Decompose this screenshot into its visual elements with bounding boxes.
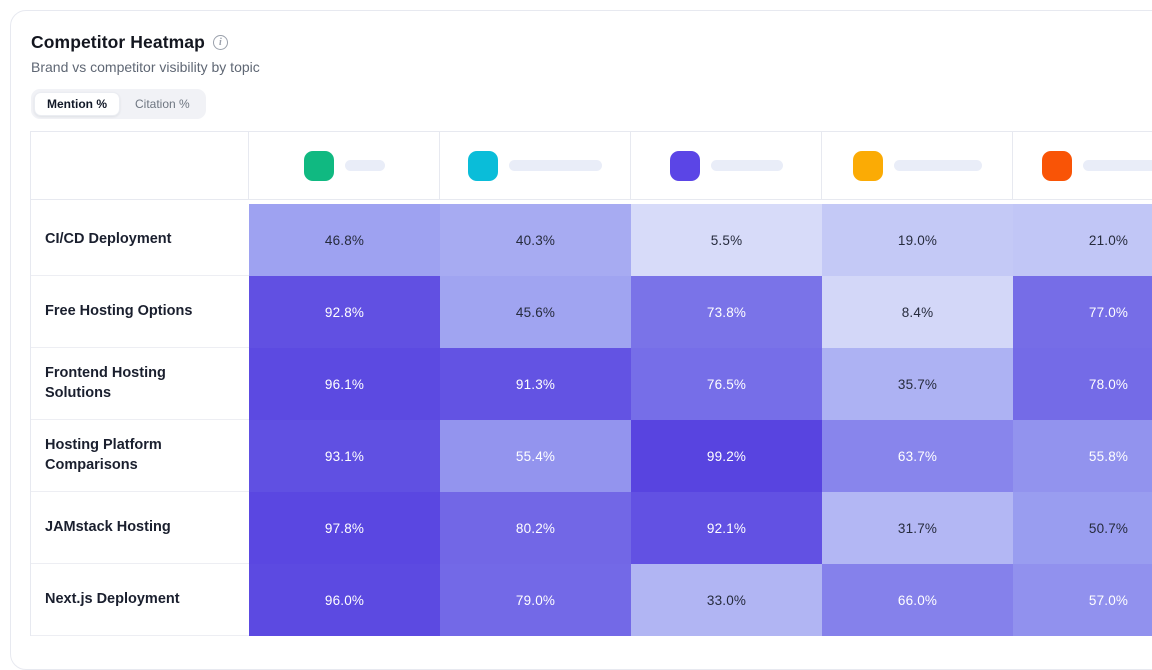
heatmap-cell[interactable]: 79.0% — [440, 564, 631, 636]
card-subtitle: Brand vs competitor visibility by topic — [31, 59, 1152, 75]
heatmap-cell[interactable]: 92.1% — [631, 492, 822, 564]
heatmap-cell[interactable]: 55.4% — [440, 420, 631, 492]
heatmap-corner-cell — [31, 132, 249, 200]
competitor-column-header — [249, 132, 440, 200]
heatmap-cell[interactable]: 92.8% — [249, 276, 440, 348]
heatmap-cell[interactable]: 80.2% — [440, 492, 631, 564]
heatmap-cell[interactable]: 19.0% — [822, 204, 1013, 276]
heatmap-cell[interactable]: 96.0% — [249, 564, 440, 636]
competitor-name-placeholder — [1083, 160, 1152, 171]
competitor-logo-chip — [468, 151, 498, 181]
heatmap-cell[interactable]: 96.1% — [249, 348, 440, 420]
heatmap-cell[interactable]: 63.7% — [822, 420, 1013, 492]
competitor-column-header — [631, 132, 822, 200]
competitor-name-placeholder — [345, 160, 385, 171]
competitor-logo-chip — [1042, 151, 1072, 181]
heatmap-cell[interactable]: 91.3% — [440, 348, 631, 420]
heatmap-cell[interactable]: 73.8% — [631, 276, 822, 348]
competitor-name-placeholder — [509, 160, 602, 171]
heatmap-cell[interactable]: 40.3% — [440, 204, 631, 276]
competitor-column-header — [822, 132, 1013, 200]
heatmap-cell[interactable]: 21.0% — [1013, 204, 1152, 276]
competitor-name-placeholder — [894, 160, 982, 171]
topic-label: Free Hosting Options — [31, 276, 249, 348]
heatmap-cell[interactable]: 35.7% — [822, 348, 1013, 420]
heatmap-cell[interactable]: 55.8% — [1013, 420, 1152, 492]
heatmap-cell[interactable]: 8.4% — [822, 276, 1013, 348]
info-icon[interactable]: i — [213, 35, 228, 50]
heatmap-cell[interactable]: 5.5% — [631, 204, 822, 276]
heatmap-cell[interactable]: 57.0% — [1013, 564, 1152, 636]
heatmap-cell[interactable]: 45.6% — [440, 276, 631, 348]
topic-label: CI/CD Deployment — [31, 204, 249, 276]
heatmap-cell[interactable]: 99.2% — [631, 420, 822, 492]
competitor-column-header — [440, 132, 631, 200]
heatmap-cell[interactable]: 66.0% — [822, 564, 1013, 636]
competitor-logo-chip — [304, 151, 334, 181]
competitor-heatmap-card: Competitor Heatmap i Brand vs competitor… — [10, 10, 1152, 670]
toggle-mention-percent[interactable]: Mention % — [34, 92, 120, 116]
heatmap-cell[interactable]: 46.8% — [249, 204, 440, 276]
heatmap-cell[interactable]: 33.0% — [631, 564, 822, 636]
competitor-logo-chip — [853, 151, 883, 181]
page-title: Competitor Heatmap — [31, 32, 205, 53]
heatmap-cell[interactable]: 97.8% — [249, 492, 440, 564]
competitor-column-header — [1013, 132, 1152, 200]
heatmap-cell[interactable]: 77.0% — [1013, 276, 1152, 348]
heatmap-cell[interactable]: 78.0% — [1013, 348, 1152, 420]
competitor-logo-chip — [670, 151, 700, 181]
card-header: Competitor Heatmap i — [31, 32, 1152, 53]
heatmap-cell[interactable]: 93.1% — [249, 420, 440, 492]
topic-label: Frontend Hosting Solutions — [31, 348, 249, 420]
heatmap-cell[interactable]: 50.7% — [1013, 492, 1152, 564]
competitor-name-placeholder — [711, 160, 783, 171]
heatmap-cell[interactable]: 76.5% — [631, 348, 822, 420]
topic-label: Hosting Platform Comparisons — [31, 420, 249, 492]
toggle-citation-percent[interactable]: Citation % — [122, 92, 203, 116]
topic-label: JAMstack Hosting — [31, 492, 249, 564]
metric-toggle: Mention % Citation % — [31, 89, 206, 119]
heatmap-cell[interactable]: 31.7% — [822, 492, 1013, 564]
topic-label: Next.js Deployment — [31, 564, 249, 636]
